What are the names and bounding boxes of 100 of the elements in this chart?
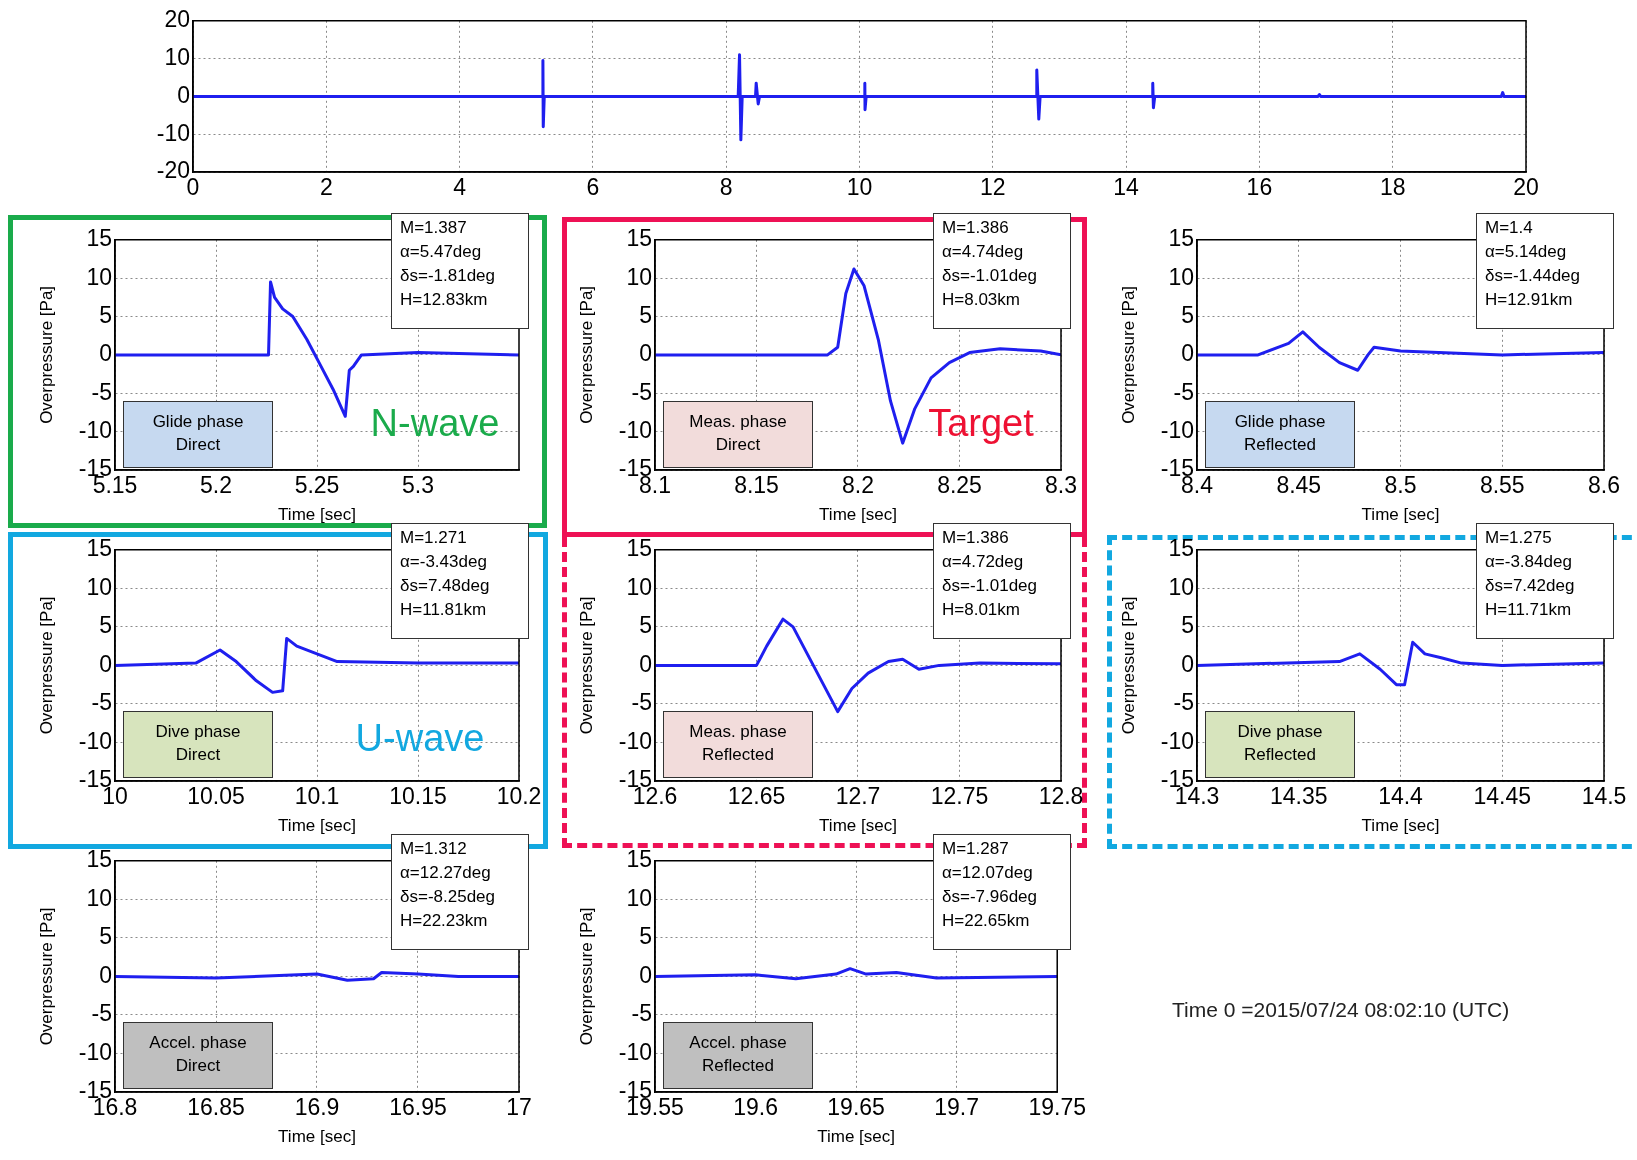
x-tick-label: 16.95 — [389, 1094, 447, 1121]
y-tick-label: 10 — [1168, 263, 1194, 290]
y-tick-label: -10 — [78, 727, 112, 754]
x-tick-label: 5.2 — [200, 472, 232, 499]
x-tick-label: 10.05 — [187, 783, 245, 810]
x-tick-label: 8.25 — [937, 472, 982, 499]
x-tick-label: 19.75 — [1028, 1094, 1086, 1121]
y-tick-label: 10 — [626, 263, 652, 290]
y-tick-label: 5 — [639, 923, 652, 950]
x-tick-label: 10.1 — [294, 783, 340, 810]
y-tick-label: 15 — [86, 535, 112, 562]
annotation: M=1.387 α=5.47deg δs=-1.81deg H=12.83km — [391, 213, 529, 329]
x-tick-label: 8.15 — [734, 472, 779, 499]
y-tick-label: -5 — [1173, 378, 1194, 405]
x-tick-label: 8 — [719, 174, 733, 201]
annotation: M=1.386 α=4.72deg δs=-1.01deg H=8.01km — [933, 523, 1071, 639]
annotation: Target — [928, 401, 1034, 445]
y-tick-label: -10 — [78, 1038, 112, 1065]
y-tick-label: -10 — [78, 416, 112, 443]
y-tick-label: -10 — [618, 1038, 652, 1065]
x-tick-label: 8.45 — [1276, 472, 1322, 499]
annotation: N-wave — [370, 401, 500, 445]
x-tick-label: 12.75 — [930, 783, 989, 810]
y-tick-label: 0 — [99, 961, 112, 988]
y-tick-label: 10 — [1168, 573, 1194, 600]
text: Time 0 =2015/07/24 08:02:10 (UTC) — [1172, 998, 1510, 1022]
y-axis-title: Overpressure [Pa] — [1118, 596, 1138, 735]
y-tick-label: 0 — [99, 650, 112, 677]
x-tick-label: 14.5 — [1581, 783, 1627, 810]
y-tick-label: 5 — [99, 301, 112, 328]
y-tick-label: 15 — [86, 225, 112, 252]
y-axis-title: Overpressure [Pa] — [36, 596, 56, 735]
x-tick-label: 8.6 — [1588, 472, 1620, 499]
x-tick-label: 16.9 — [294, 1094, 340, 1121]
y-tick-label: 10 — [86, 884, 112, 911]
y-tick-label: 5 — [639, 612, 652, 639]
x-tick-label: 20 — [1513, 174, 1539, 201]
y-tick-label: -10 — [156, 119, 190, 146]
y-tick-label: -10 — [618, 727, 652, 754]
x-tick-label: 12 — [980, 174, 1006, 201]
x-axis-title: Time [sec] — [1361, 816, 1440, 836]
y-tick-label: 15 — [626, 535, 652, 562]
annotation: M=1.312 α=12.27deg δs=-8.25deg H=22.23km — [391, 834, 529, 950]
y-axis-title: Overpressure [Pa] — [576, 907, 596, 1046]
y-tick-label: 5 — [1181, 301, 1194, 328]
annotation: M=1.287 α=12.07deg δs=-7.96deg H=22.65km — [933, 834, 1071, 950]
y-axis-title: Overpressure [Pa] — [36, 285, 56, 424]
y-tick-label: 10 — [164, 43, 190, 70]
x-axis-title: Time [sec] — [278, 816, 356, 836]
x-axis-title: Time [sec] — [1361, 505, 1440, 525]
x-axis-title: Time [sec] — [278, 505, 356, 525]
y-tick-label: 0 — [99, 340, 112, 367]
annotation: M=1.271 α=-3.43deg δs=7.48deg H=11.81km — [391, 523, 529, 639]
y-tick-label: 15 — [1168, 535, 1194, 562]
x-tick-label: 16.85 — [187, 1094, 245, 1121]
x-tick-label: 10.2 — [496, 783, 542, 810]
x-tick-label: 8.3 — [1045, 472, 1077, 499]
annotation: M=1.275 α=-3.84deg δs=7.42deg H=11.71km — [1476, 523, 1614, 639]
x-tick-label: 12.7 — [835, 783, 881, 810]
y-tick-label: 20 — [164, 6, 190, 33]
x-tick-label: 18 — [1379, 174, 1406, 201]
x-axis-title: Time [sec] — [278, 1127, 356, 1147]
y-tick-label: -5 — [91, 1000, 112, 1027]
x-tick-label: 8.55 — [1479, 472, 1525, 499]
y-tick-label: 0 — [1181, 650, 1194, 677]
x-tick-label: 12.65 — [727, 783, 786, 810]
y-tick-label: 10 — [626, 573, 652, 600]
x-tick-label: 17 — [506, 1094, 532, 1121]
y-tick-label: -5 — [631, 689, 652, 716]
y-tick-label: 10 — [86, 573, 112, 600]
y-tick-label: 0 — [1181, 340, 1194, 367]
y-tick-label: -5 — [91, 378, 112, 405]
y-axis-title: Overpressure [Pa] — [576, 596, 596, 735]
annotation: U-wave — [355, 716, 485, 760]
y-tick-label: 10 — [86, 263, 112, 290]
x-tick-label: 5.3 — [402, 472, 434, 499]
x-tick-label: 16 — [1246, 174, 1273, 201]
y-tick-label: 15 — [626, 846, 652, 873]
y-tick-label: 5 — [99, 923, 112, 950]
y-axis-title: Overpressure [Pa] — [36, 907, 56, 1046]
y-tick-label: 10 — [626, 884, 652, 911]
y-tick-label: 15 — [1168, 225, 1194, 252]
y-tick-label: 15 — [626, 225, 652, 252]
x-tick-label: 6 — [586, 174, 600, 201]
x-tick-label: 14.35 — [1269, 783, 1328, 810]
y-tick-label: -5 — [631, 378, 652, 405]
x-tick-label: 14.45 — [1473, 783, 1532, 810]
y-tick-label: 5 — [639, 301, 652, 328]
y-tick-label: 15 — [86, 846, 112, 873]
x-tick-label: 14 — [1113, 174, 1140, 201]
x-tick-label: 19.65 — [827, 1094, 885, 1121]
x-tick-label: 14.4 — [1378, 783, 1424, 810]
x-tick-label: 4 — [453, 174, 467, 201]
y-tick-label: -5 — [91, 689, 112, 716]
y-tick-label: 5 — [99, 612, 112, 639]
y-tick-label: 5 — [1181, 612, 1194, 639]
y-tick-label: 0 — [639, 961, 652, 988]
x-axis-title: Time [sec] — [817, 1127, 895, 1147]
x-tick-label: 10 — [846, 174, 873, 201]
y-tick-label: -5 — [631, 1000, 652, 1027]
